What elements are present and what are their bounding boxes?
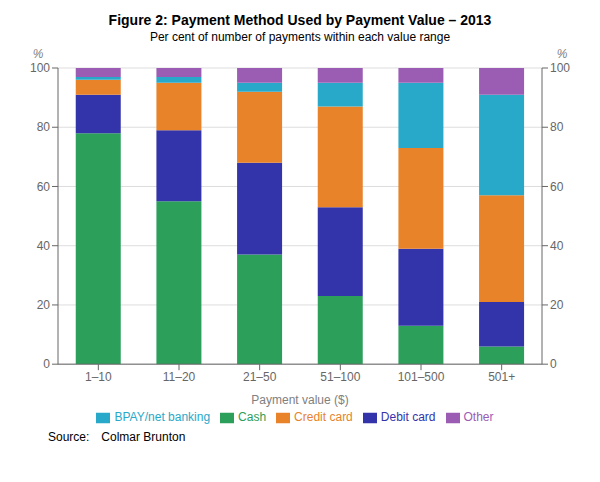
html-text:Per cent of number of payments: Per cent of number of payments within ea…	[149, 30, 451, 44]
svg-text:20: 20	[37, 298, 51, 312]
html-text:Cash: Cash	[238, 410, 267, 425]
svg-text:101–500: 101–500	[398, 370, 445, 384]
svg-text:21–50: 21–50	[243, 370, 277, 384]
svg-text:501+: 501+	[488, 370, 515, 384]
svg-text:51–100: 51–100	[320, 370, 360, 384]
svg-text:60: 60	[550, 180, 564, 194]
svg-text:Payment value ($): Payment value ($)	[251, 393, 348, 407]
svg-text:80: 80	[550, 120, 564, 134]
svg-text:0: 0	[550, 357, 557, 371]
svg-text:80: 80	[37, 120, 51, 134]
html-text:Credit card: Credit card	[294, 410, 353, 425]
html-text:Other: Other	[463, 410, 494, 425]
svg-text:40: 40	[550, 239, 564, 253]
svg-text:20: 20	[550, 298, 564, 312]
svg-text:100: 100	[550, 61, 570, 75]
svg-text:%: %	[557, 47, 568, 61]
html-text:BPAY/net banking: BPAY/net banking	[114, 410, 211, 425]
svg-text:%: %	[33, 47, 44, 61]
svg-text:100: 100	[30, 61, 50, 75]
svg-text:1–10: 1–10	[85, 370, 112, 384]
html-text:Figure 2: Payment Method Used: Figure 2: Payment Method Used by Payment…	[108, 12, 492, 28]
svg-text:40: 40	[37, 239, 51, 253]
svg-text:0: 0	[43, 357, 50, 371]
html-text:Colmar Brunton: Colmar Brunton	[101, 430, 186, 444]
html-text:Debit card: Debit card	[380, 410, 436, 425]
html-text:Source:: Source:	[48, 430, 90, 444]
svg-text:60: 60	[37, 180, 51, 194]
svg-text:11–20: 11–20	[163, 370, 196, 384]
